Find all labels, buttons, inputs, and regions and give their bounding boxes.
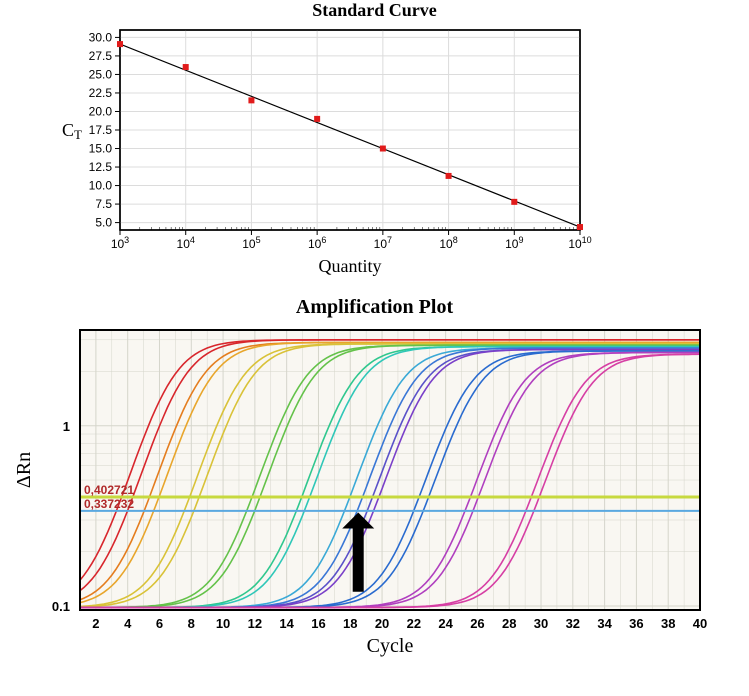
svg-text:14: 14: [279, 616, 294, 631]
svg-text:2: 2: [92, 616, 99, 631]
svg-text:32: 32: [566, 616, 580, 631]
amplification-svg: 2468101214161820222426283032343638400.11…: [0, 322, 749, 692]
svg-text:106: 106: [308, 235, 326, 251]
svg-text:12.5: 12.5: [89, 160, 113, 174]
svg-text:1010: 1010: [568, 235, 591, 251]
svg-text:24: 24: [438, 616, 453, 631]
svg-text:36: 36: [629, 616, 643, 631]
svg-text:105: 105: [242, 235, 260, 251]
svg-text:12: 12: [248, 616, 262, 631]
svg-text:0.1: 0.1: [52, 599, 70, 614]
svg-text:40: 40: [693, 616, 707, 631]
svg-text:0,337232: 0,337232: [84, 497, 134, 511]
svg-text:27.5: 27.5: [89, 49, 113, 63]
svg-text:5.0: 5.0: [95, 216, 112, 230]
svg-text:34: 34: [597, 616, 612, 631]
svg-text:107: 107: [374, 235, 392, 251]
svg-text:103: 103: [111, 235, 129, 251]
svg-text:20: 20: [375, 616, 389, 631]
standard-curve-panel: Standard Curve 103 104 105 106 107 108 109 1010…: [0, 0, 749, 296]
svg-text:1: 1: [63, 419, 70, 434]
svg-text:4: 4: [124, 616, 132, 631]
svg-text:CT: CT: [62, 120, 82, 142]
svg-text:25.0: 25.0: [89, 67, 113, 81]
amplification-title: Amplification Plot: [0, 296, 749, 319]
standard-curve-title: Standard Curve: [0, 0, 749, 21]
svg-text:30: 30: [534, 616, 548, 631]
svg-text:7.5: 7.5: [95, 197, 112, 211]
svg-text:ΔRn: ΔRn: [13, 452, 35, 488]
svg-text:10: 10: [216, 616, 230, 631]
svg-text:Cycle: Cycle: [367, 635, 414, 657]
svg-text:108: 108: [439, 235, 457, 251]
svg-text:22.5: 22.5: [89, 86, 113, 100]
svg-text:38: 38: [661, 616, 675, 631]
svg-text:6: 6: [156, 616, 163, 631]
svg-text:17.5: 17.5: [89, 123, 113, 137]
svg-text:20.0: 20.0: [89, 104, 113, 118]
svg-text:15.0: 15.0: [89, 142, 113, 156]
standard-curve-svg: 103 104 105 106 107 108 109 1010 5.0 7.5 10.0 12.5 1…: [0, 22, 749, 312]
svg-text:8: 8: [188, 616, 195, 631]
svg-text:109: 109: [505, 235, 523, 251]
svg-text:22: 22: [407, 616, 421, 631]
svg-text:30.0: 30.0: [89, 30, 113, 44]
svg-text:26: 26: [470, 616, 484, 631]
svg-text:0,402721: 0,402721: [84, 483, 134, 497]
svg-text:16: 16: [311, 616, 325, 631]
svg-text:18: 18: [343, 616, 357, 631]
amplification-panel: Amplification Plot 246810121416182022242…: [0, 296, 749, 696]
svg-text:28: 28: [502, 616, 516, 631]
svg-text:10.0: 10.0: [89, 179, 113, 193]
svg-text:Quantity: Quantity: [319, 256, 382, 276]
svg-text:104: 104: [177, 235, 195, 251]
